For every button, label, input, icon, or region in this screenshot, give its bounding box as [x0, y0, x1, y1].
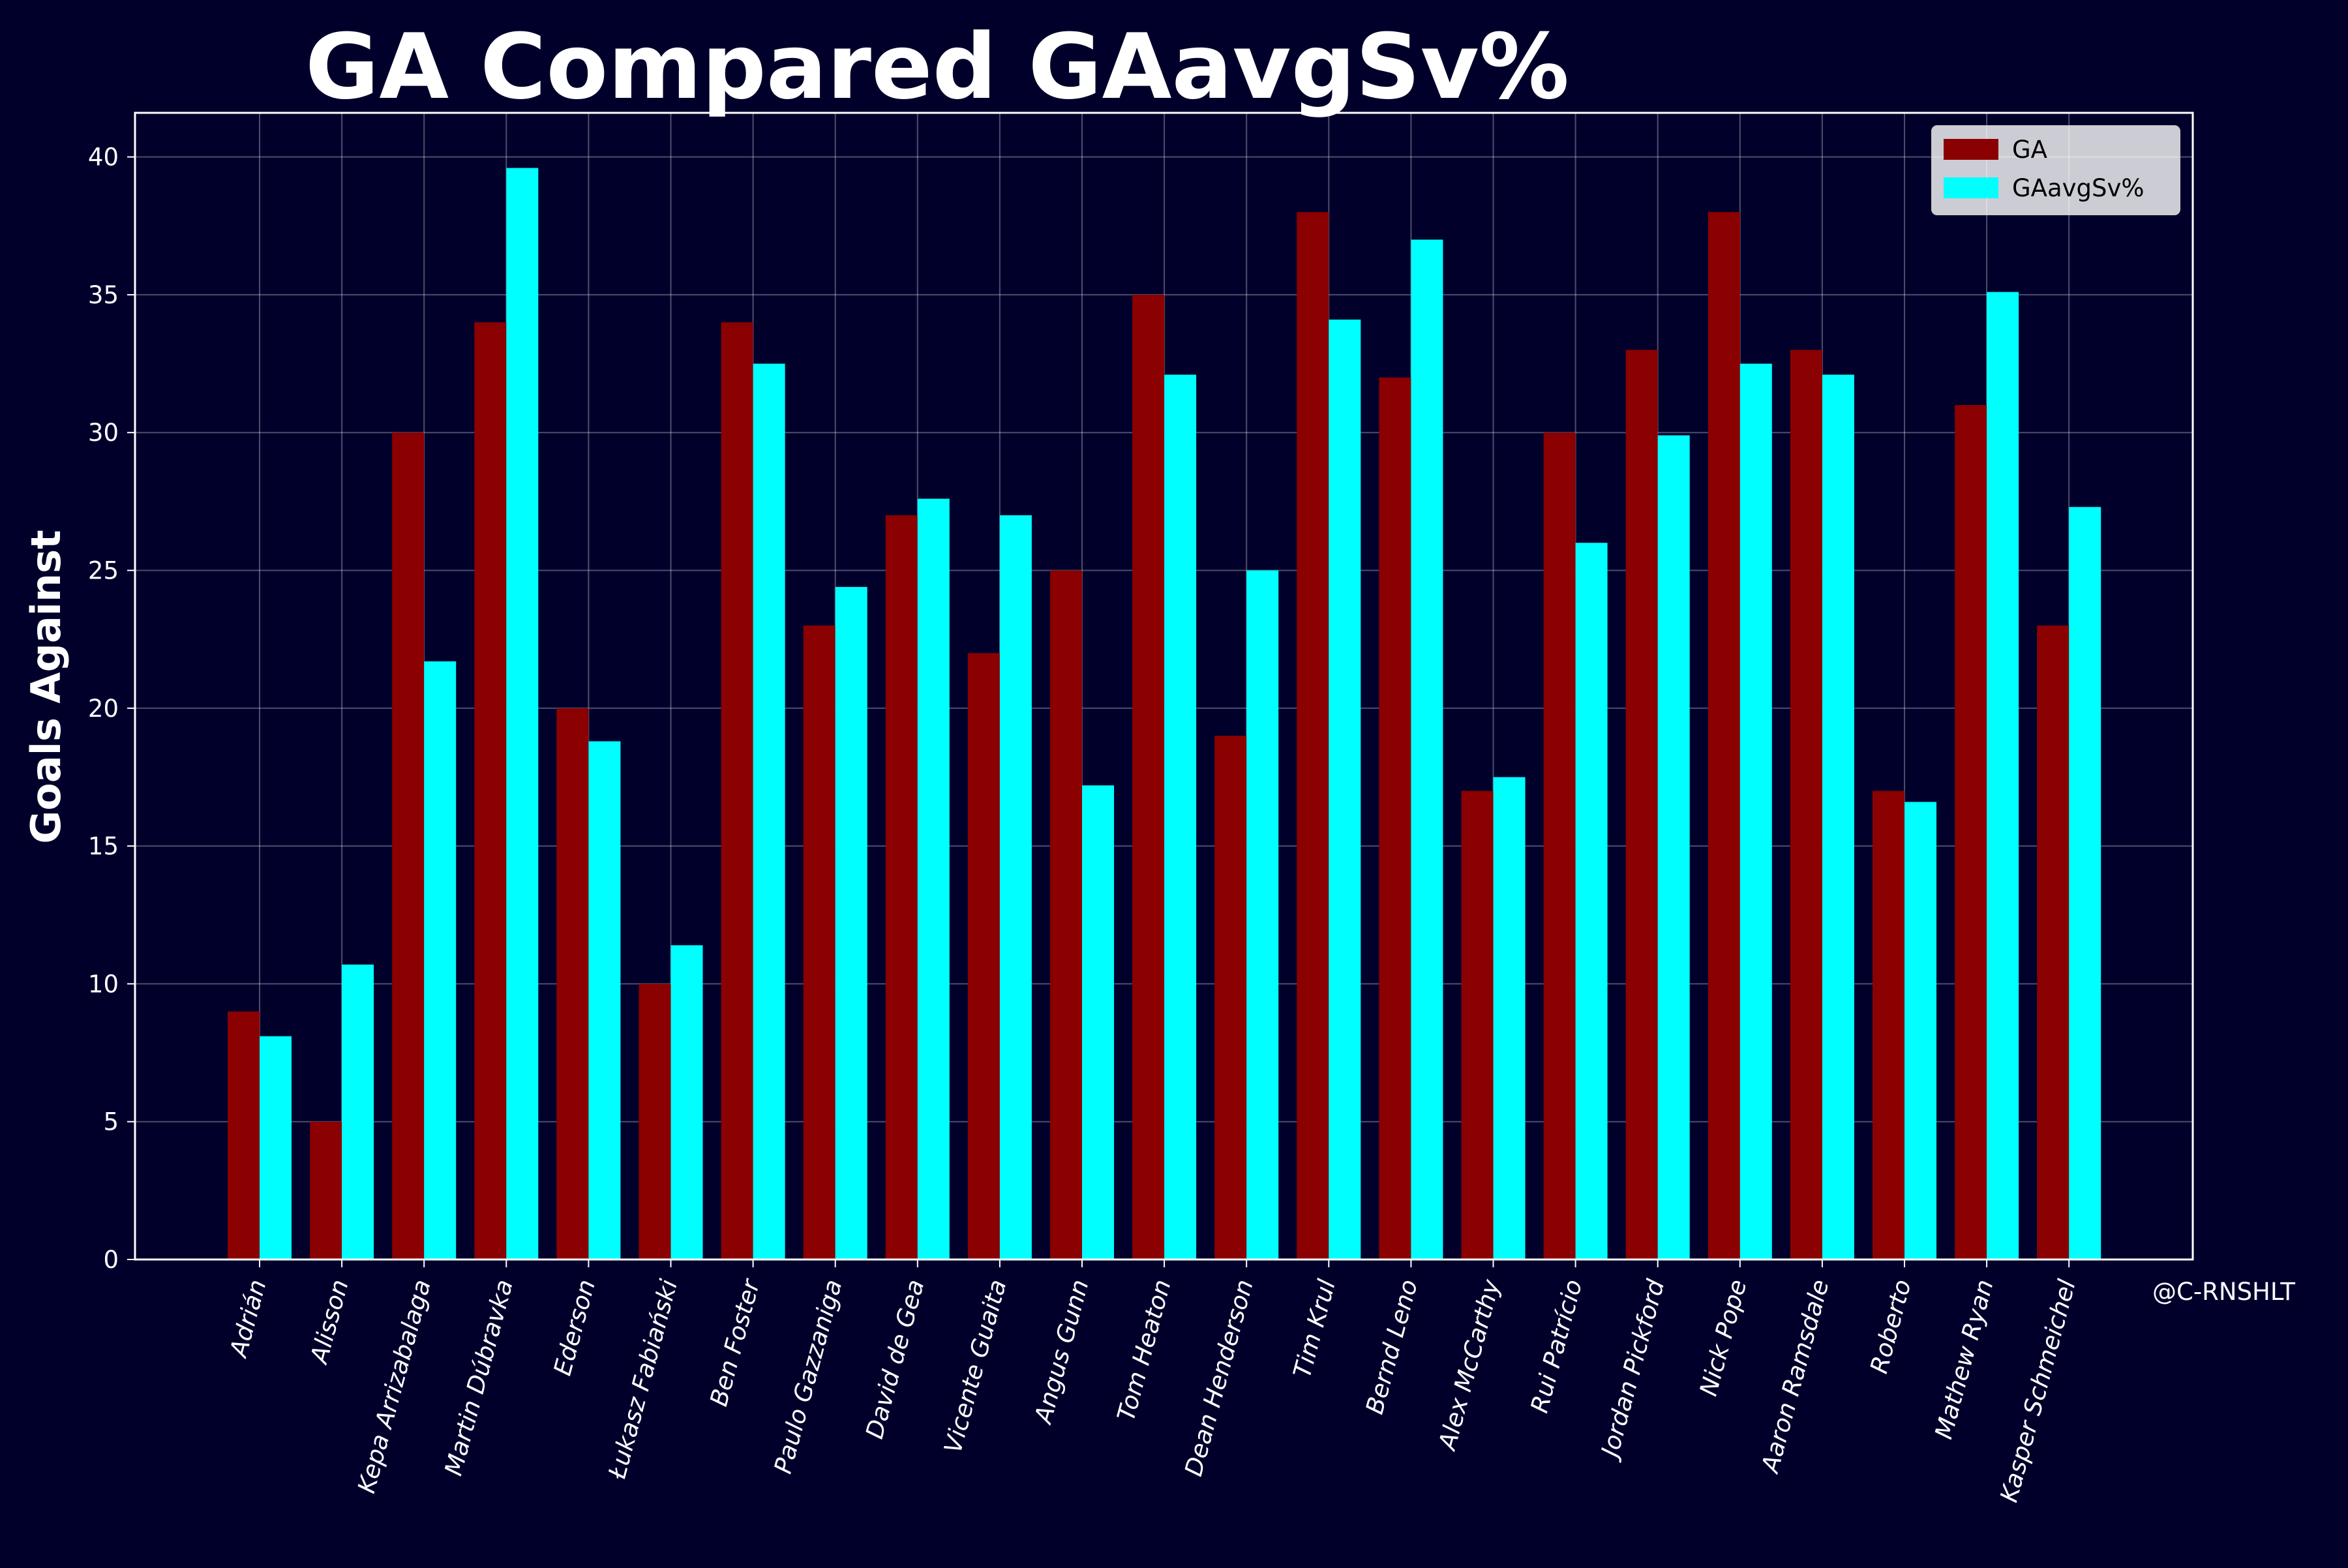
- bar-gaavgsv: [1987, 292, 2019, 1259]
- bar-ga: [967, 653, 1000, 1259]
- bar-gaavgsv: [1246, 570, 1279, 1259]
- chart-title: GA Compared GAavgSv%: [305, 14, 1569, 119]
- bar-gaavgsv: [1164, 374, 1197, 1260]
- y-axis-label: Goals Against: [22, 530, 70, 843]
- credit-label: @C-RNSHLT: [2152, 1278, 2295, 1306]
- bar-ga: [803, 626, 835, 1259]
- bar-ga: [1297, 212, 1329, 1259]
- bar-ga: [1708, 212, 1740, 1259]
- bar-ga: [1873, 791, 1904, 1259]
- bar-gaavgsv: [506, 168, 539, 1259]
- y-tick-label: 20: [88, 695, 119, 723]
- bar-gaavgsv: [1411, 239, 1443, 1259]
- bar-ga: [1379, 377, 1411, 1259]
- legend-label-ga: GA: [2012, 136, 2047, 164]
- bar-ga: [1625, 350, 1658, 1260]
- bar-gaavgsv: [2069, 507, 2101, 1259]
- y-tick-label: 5: [103, 1108, 119, 1136]
- y-tick-label: 10: [88, 970, 119, 998]
- y-tick-label: 35: [88, 281, 119, 309]
- bar-gaavgsv: [1657, 435, 1690, 1259]
- bar-gaavgsv: [342, 964, 374, 1259]
- bar-ga: [1132, 294, 1165, 1259]
- y-tick-label: 15: [88, 832, 119, 860]
- bar-gaavgsv: [1822, 374, 1854, 1260]
- bar-gaavgsv: [1575, 543, 1608, 1259]
- bar-ga: [310, 1121, 342, 1259]
- y-tick-label: 0: [103, 1246, 119, 1274]
- bar-ga: [639, 984, 671, 1259]
- bar-ga: [1543, 432, 1576, 1259]
- bar-gaavgsv: [999, 515, 1032, 1259]
- legend-swatch-ga: [1944, 139, 1998, 160]
- bar-gaavgsv: [670, 945, 703, 1259]
- bar-ga: [1461, 791, 1494, 1259]
- bar-ga: [228, 1011, 260, 1259]
- bar-ga: [1955, 404, 1987, 1259]
- legend-swatch-gaavgsv: [1944, 177, 1998, 198]
- bar-ga: [2037, 626, 2070, 1259]
- bar-gaavgsv: [753, 363, 785, 1259]
- bar-gaavgsv: [1082, 785, 1114, 1259]
- y-tick-label: 30: [88, 419, 119, 447]
- bar-gaavgsv: [1904, 802, 1936, 1259]
- y-tick-label: 25: [88, 557, 119, 585]
- bar-ga: [1050, 570, 1082, 1259]
- bar-gaavgsv: [1329, 319, 1361, 1259]
- bar-ga: [1790, 350, 1822, 1260]
- bar-gaavgsv: [588, 741, 621, 1259]
- bar-ga: [721, 322, 753, 1259]
- y-tick-label: 40: [88, 143, 119, 172]
- bar-ga: [556, 708, 589, 1259]
- bar-ga: [392, 432, 425, 1259]
- bar-ga: [474, 322, 507, 1259]
- bar-gaavgsv: [917, 498, 950, 1259]
- bar-ga: [885, 515, 918, 1259]
- bar-gaavgsv: [424, 661, 457, 1259]
- legend: GA GAavgSv%: [1931, 125, 2180, 215]
- bar-ga: [1214, 736, 1247, 1259]
- bar-gaavgsv: [260, 1036, 292, 1259]
- bar-gaavgsv: [1739, 363, 1772, 1259]
- bar-gaavgsv: [1493, 777, 1526, 1259]
- legend-label-gaavgsv: GAavgSv%: [2012, 174, 2145, 202]
- bar-gaavgsv: [835, 586, 867, 1259]
